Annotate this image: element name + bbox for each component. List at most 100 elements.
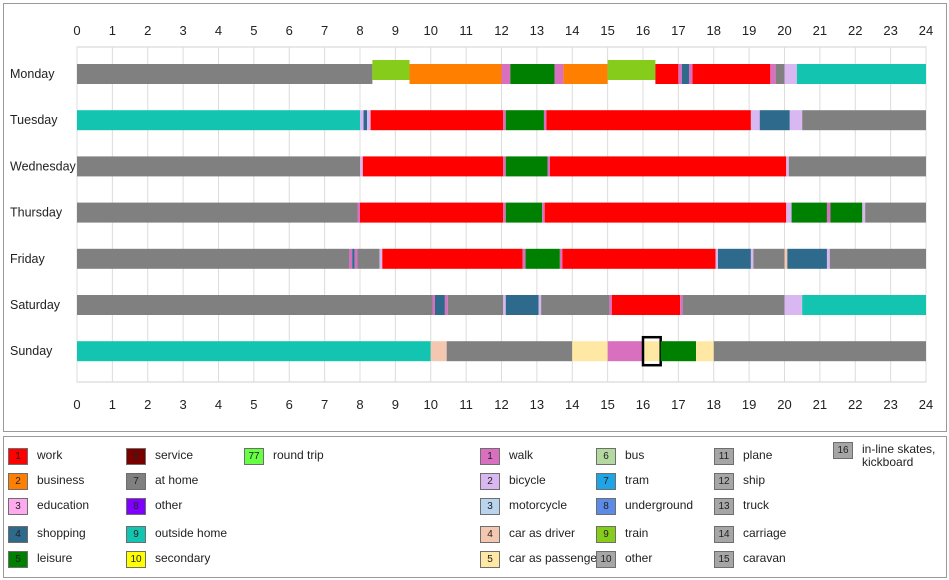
segment-friday-13 bbox=[750, 248, 754, 269]
segment-monday-6 bbox=[563, 64, 608, 84]
x-tick-top-4: 4 bbox=[215, 23, 222, 38]
x-tick-bottom-12: 12 bbox=[494, 397, 508, 412]
mode-legend-swatch: 5 bbox=[480, 551, 500, 568]
mode-legend-item: 8 underground bbox=[596, 498, 693, 515]
activity-legend-swatch: 1 bbox=[8, 448, 28, 465]
segment-tuesday-4 bbox=[370, 110, 504, 131]
mode-legend-swatch: 12 bbox=[714, 473, 734, 490]
mode-legend-swatch: 8 bbox=[596, 498, 616, 515]
activity-legend-label: education bbox=[37, 498, 90, 512]
segment-wednesday-2 bbox=[362, 156, 504, 177]
segment-wednesday-8 bbox=[788, 156, 926, 177]
x-tick-top-17: 17 bbox=[671, 23, 685, 38]
segment-sunday-4 bbox=[607, 341, 643, 362]
mode-legend-item: 3 motorcycle bbox=[480, 498, 567, 515]
mode-legend-swatch: 15 bbox=[714, 551, 734, 568]
activity-legend-item: 1 work bbox=[8, 448, 62, 465]
segment-saturday-10 bbox=[611, 295, 681, 315]
segment-friday-17 bbox=[826, 248, 830, 269]
segment-tuesday-6 bbox=[505, 110, 544, 131]
activity-legend-label: service bbox=[155, 448, 194, 462]
segment-wednesday-7 bbox=[786, 156, 789, 177]
segment-friday-18 bbox=[829, 248, 926, 269]
x-tick-bottom-17: 17 bbox=[671, 397, 685, 412]
mode-legend-swatch: 3 bbox=[480, 498, 500, 515]
segment-friday-2 bbox=[352, 248, 355, 269]
activity-legend-swatch: 7 bbox=[126, 473, 146, 490]
x-tick-top-23: 23 bbox=[883, 23, 897, 38]
segment-wednesday-3 bbox=[503, 156, 506, 177]
mode-legend-swatch: 13 bbox=[714, 498, 734, 515]
row-label-thursday: Thursday bbox=[10, 206, 63, 220]
x-tick-bottom-10: 10 bbox=[424, 397, 438, 412]
segment-tuesday-9 bbox=[750, 110, 760, 131]
segment-thursday-2 bbox=[360, 202, 504, 223]
segment-monday-7 bbox=[607, 60, 656, 80]
segment-monday-11 bbox=[688, 64, 693, 84]
mode-legend-swatch: 2 bbox=[480, 473, 500, 490]
mode-legend-swatch: 16 bbox=[833, 442, 853, 459]
mode-legend-item: 15 caravan bbox=[714, 551, 786, 568]
x-tick-top-0: 0 bbox=[73, 23, 80, 38]
activity-legend-item: 6 service bbox=[126, 448, 193, 465]
segment-tuesday-12 bbox=[802, 110, 926, 131]
activity-legend-swatch: 4 bbox=[8, 526, 28, 543]
mode-legend-swatch: 1 bbox=[480, 448, 500, 465]
activity-legend-label: other bbox=[155, 498, 183, 512]
mode-legend-label: other bbox=[625, 551, 653, 565]
mode-legend-item: 2 bicycle bbox=[480, 473, 546, 490]
mode-legend-label: walk bbox=[509, 448, 534, 462]
activity-legend-label: work bbox=[37, 448, 63, 462]
segment-friday-15 bbox=[784, 248, 788, 269]
x-tick-bottom-0: 0 bbox=[73, 397, 80, 412]
x-tick-top-15: 15 bbox=[600, 23, 614, 38]
x-tick-bottom-13: 13 bbox=[530, 397, 544, 412]
segment-friday-16 bbox=[787, 248, 827, 269]
segment-wednesday-1 bbox=[360, 156, 363, 177]
segment-saturday-5 bbox=[503, 295, 506, 315]
segment-saturday-6 bbox=[505, 295, 539, 315]
mode-legend-label: bicycle bbox=[509, 473, 546, 487]
mode-legend-label: caravan bbox=[743, 551, 786, 565]
mode-legend-label: motorcycle bbox=[509, 498, 568, 512]
segment-friday-12 bbox=[717, 248, 751, 269]
mode-legend-item: 4 car as driver bbox=[480, 526, 575, 543]
x-tick-bottom-8: 8 bbox=[356, 397, 363, 412]
segment-sunday-0 bbox=[77, 341, 431, 362]
segment-sunday-8 bbox=[713, 341, 926, 362]
mode-legend-item: 7 tram bbox=[596, 473, 649, 490]
activity-legend-label: outside home bbox=[155, 526, 228, 540]
x-tick-bottom-14: 14 bbox=[565, 397, 579, 412]
segment-saturday-9 bbox=[609, 295, 612, 315]
segment-monday-14 bbox=[775, 64, 785, 84]
segment-thursday-0 bbox=[77, 202, 358, 223]
x-tick-bottom-20: 20 bbox=[777, 397, 791, 412]
segment-tuesday-3 bbox=[367, 110, 371, 131]
x-tick-bottom-2: 2 bbox=[144, 397, 151, 412]
activity-legend-label: secondary bbox=[155, 551, 211, 565]
x-tick-bottom-22: 22 bbox=[848, 397, 862, 412]
x-tick-top-24: 24 bbox=[919, 23, 933, 38]
segment-thursday-8 bbox=[791, 202, 827, 223]
segment-saturday-2 bbox=[434, 295, 445, 315]
segment-thursday-6 bbox=[544, 202, 787, 223]
x-tick-top-6: 6 bbox=[286, 23, 293, 38]
x-tick-top-8: 8 bbox=[356, 23, 363, 38]
segment-friday-0 bbox=[77, 248, 350, 269]
x-tick-bottom-7: 7 bbox=[321, 397, 328, 412]
activity-legend-swatch: 2 bbox=[8, 473, 28, 490]
segment-wednesday-0 bbox=[77, 156, 360, 177]
x-tick-bottom-21: 21 bbox=[813, 397, 827, 412]
activity-legend-swatch: 8 bbox=[126, 498, 146, 515]
activity-legend-item: 9 outside home bbox=[126, 526, 227, 543]
segment-monday-2 bbox=[409, 64, 502, 84]
activity-legend-swatch: 9 bbox=[126, 526, 146, 543]
activity-legend-swatch: 5 bbox=[8, 551, 28, 568]
segment-saturday-13 bbox=[784, 295, 803, 315]
segment-sunday-7 bbox=[696, 341, 714, 362]
segment-sunday-1 bbox=[430, 341, 447, 362]
mode-legend-swatch: 10 bbox=[596, 551, 616, 568]
segment-thursday-7 bbox=[786, 202, 792, 223]
segment-monday-3 bbox=[501, 64, 511, 84]
row-label-monday: Monday bbox=[10, 67, 55, 81]
